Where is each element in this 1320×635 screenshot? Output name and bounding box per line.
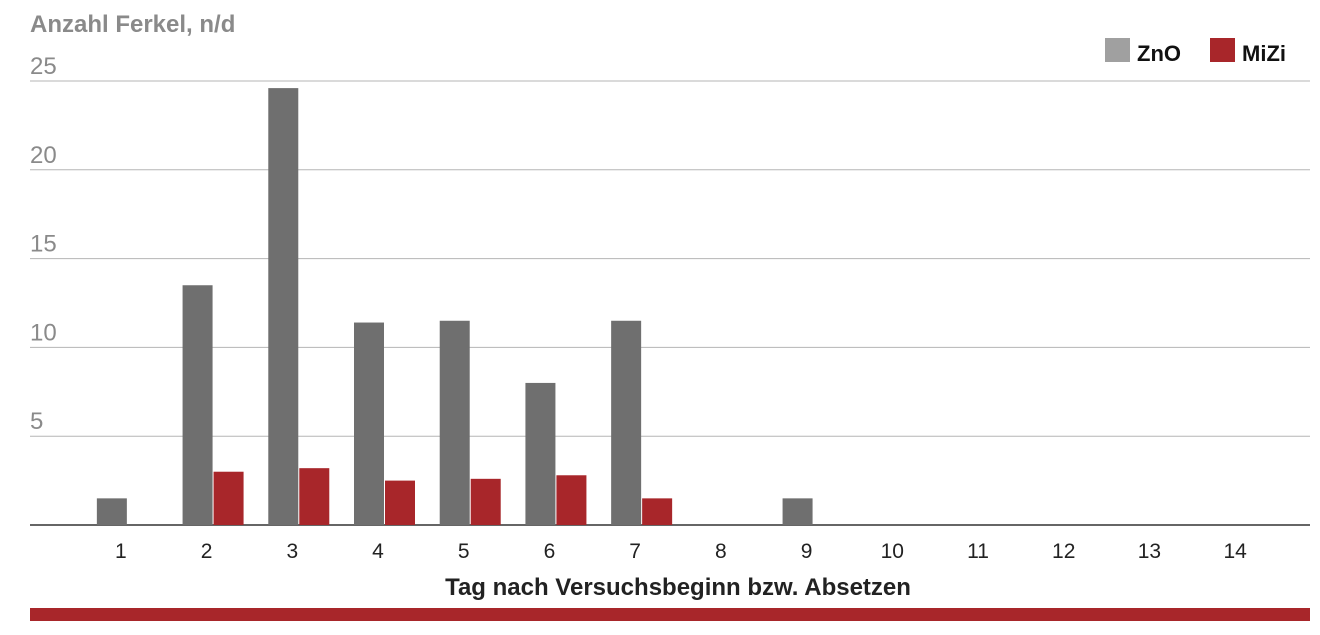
x-tick-label: 7 (629, 540, 641, 563)
y-tick-label: 5 (30, 408, 43, 435)
x-tick-label: 4 (372, 540, 384, 563)
bar (268, 88, 299, 525)
bar (439, 320, 470, 525)
bar (525, 382, 556, 525)
bar (182, 285, 213, 525)
footer-bar (30, 608, 1310, 621)
chart-title: Anzahl Ferkel, n/d (30, 11, 235, 38)
x-tick-label: 8 (715, 540, 727, 563)
bar (213, 471, 244, 525)
x-tick-label: 13 (1138, 540, 1161, 563)
x-tick-label: 14 (1223, 540, 1247, 563)
x-tick-label: 2 (201, 540, 213, 563)
x-tick-label: 3 (286, 540, 298, 563)
bar (470, 478, 501, 525)
legend-swatch (1105, 38, 1130, 62)
bar (642, 498, 673, 525)
x-tick-label: 6 (544, 540, 556, 563)
bar (385, 480, 415, 525)
y-tick-label: 20 (30, 142, 57, 169)
legend-label: MiZi (1242, 41, 1286, 66)
x-tick-label: 5 (458, 540, 470, 563)
bar (611, 320, 642, 525)
legend-swatch (1210, 38, 1235, 62)
x-tick-label: 10 (881, 540, 904, 563)
bar (354, 322, 384, 525)
y-tick-label: 10 (30, 319, 57, 346)
bar (782, 498, 813, 525)
x-axis-label: Tag nach Versuchsbeginn bzw. Absetzen (445, 574, 911, 601)
y-tick-label: 25 (30, 53, 57, 80)
legend-label: ZnO (1137, 41, 1181, 66)
x-tick-label: 12 (1052, 540, 1075, 563)
bar (556, 475, 587, 525)
x-tick-label: 11 (967, 540, 989, 563)
y-tick-label: 15 (30, 231, 57, 258)
bar (96, 498, 127, 525)
x-tick-label: 1 (115, 540, 127, 563)
bar (299, 468, 330, 525)
x-tick-label: 9 (801, 540, 813, 563)
